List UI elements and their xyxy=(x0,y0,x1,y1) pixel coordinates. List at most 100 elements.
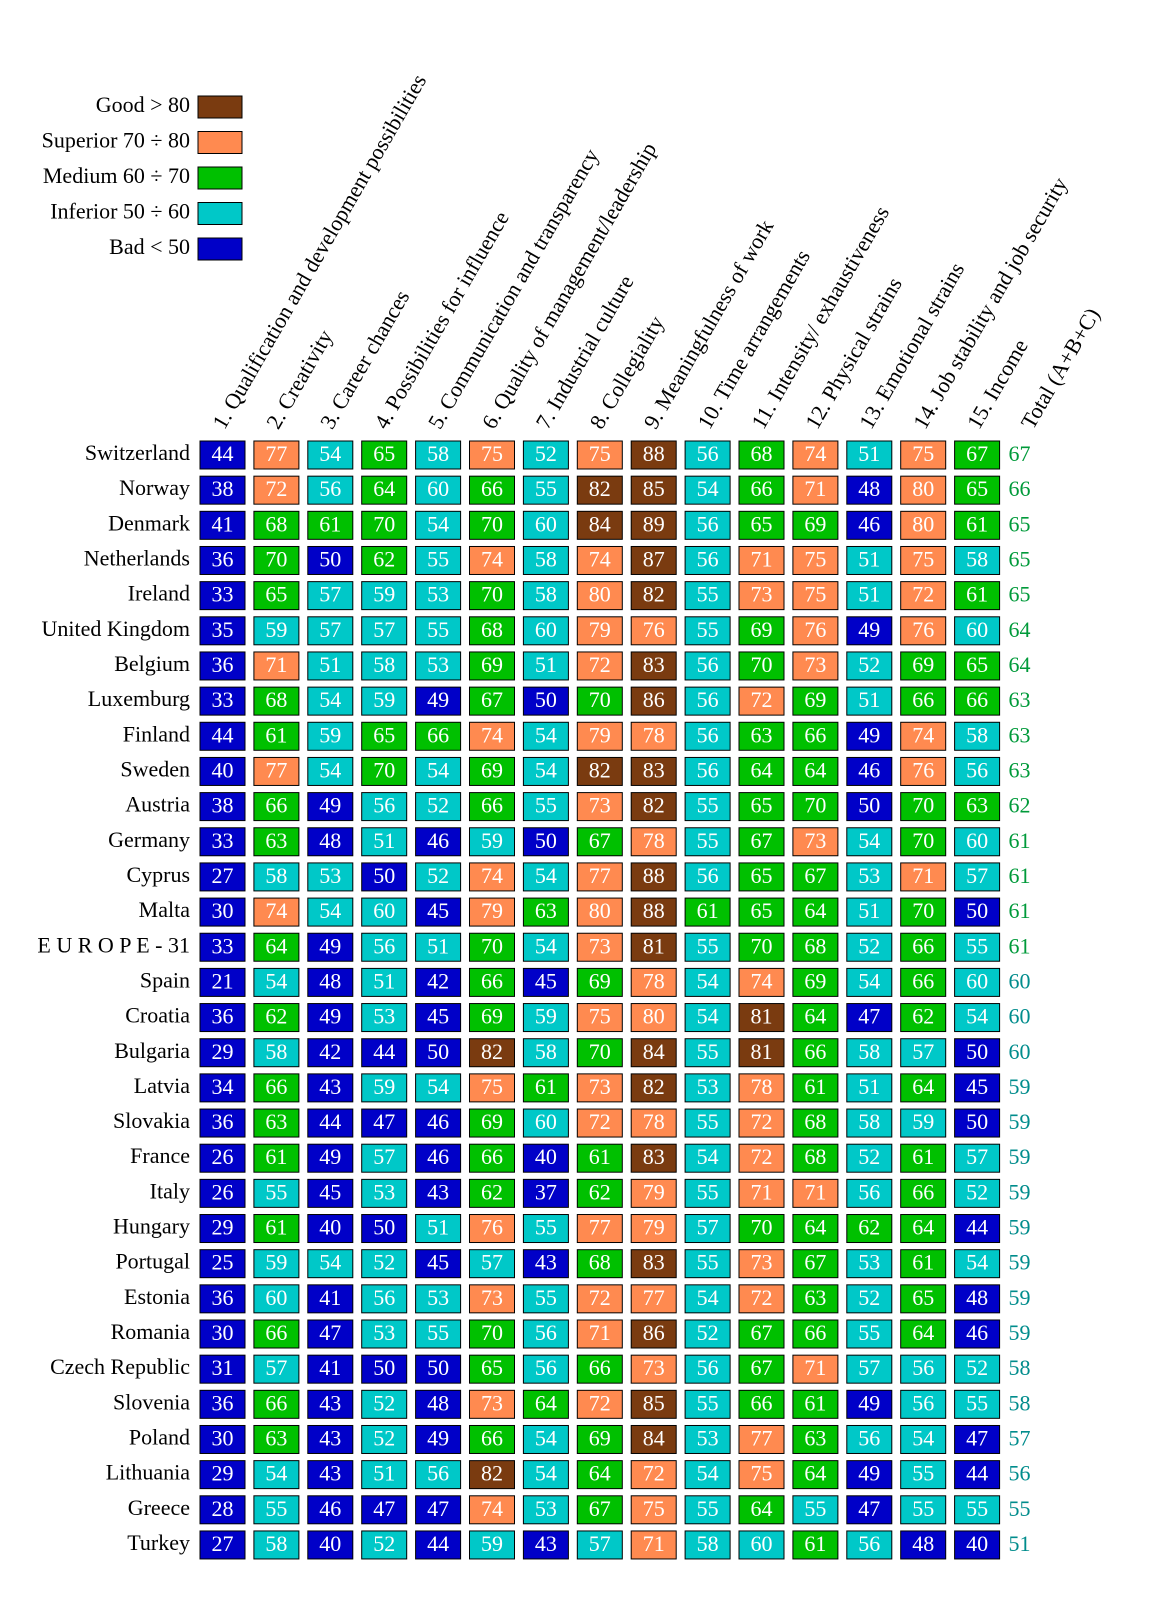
cell-value: 69 xyxy=(481,1004,503,1029)
cell xyxy=(307,1319,354,1349)
cell xyxy=(954,686,1001,716)
cell-value: 60 xyxy=(966,828,988,853)
column-header: Total (A+B+C) xyxy=(1016,304,1105,433)
cell-value: 56 xyxy=(697,757,719,782)
cell xyxy=(307,792,354,822)
cell-value: 33 xyxy=(212,933,234,958)
cell xyxy=(738,1178,785,1208)
cell-value: 45 xyxy=(427,1250,449,1275)
cell-value: 62 xyxy=(265,1004,287,1029)
cell-value: 77 xyxy=(589,863,611,888)
cell xyxy=(253,545,300,575)
cell xyxy=(900,1143,947,1173)
cell-value: 61 xyxy=(966,511,988,536)
cell xyxy=(522,1073,569,1103)
cell-value: 71 xyxy=(804,1179,826,1204)
cell-value: 82 xyxy=(589,476,611,501)
cell-value: 47 xyxy=(427,1496,449,1521)
cell-value: 57 xyxy=(265,1355,287,1380)
cell-value: 57 xyxy=(966,863,988,888)
cell xyxy=(307,1284,354,1314)
cell xyxy=(415,1214,462,1244)
cell-value: 54 xyxy=(535,863,557,888)
cell-value: 55 xyxy=(535,1215,557,1240)
cell xyxy=(630,616,677,646)
cell-value: 66 xyxy=(751,476,773,501)
cell xyxy=(684,1460,731,1490)
total-value: 64 xyxy=(1009,652,1031,677)
cell-value: 66 xyxy=(427,722,449,747)
cell-value: 69 xyxy=(804,687,826,712)
cell xyxy=(792,756,839,786)
cell xyxy=(253,721,300,751)
cell-value: 54 xyxy=(319,687,341,712)
cell xyxy=(199,1460,246,1490)
cell xyxy=(846,686,893,716)
cell-value: 26 xyxy=(212,1144,234,1169)
cell-value: 63 xyxy=(265,828,287,853)
total-value: 59 xyxy=(1009,1074,1031,1099)
cell xyxy=(361,1003,408,1033)
total-value: 62 xyxy=(1009,793,1031,818)
cell xyxy=(954,1424,1001,1454)
cell-value: 50 xyxy=(373,863,395,888)
cell xyxy=(307,1389,354,1419)
total-value: 65 xyxy=(1009,547,1031,572)
cell-value: 88 xyxy=(643,441,665,466)
cell xyxy=(522,932,569,962)
cell xyxy=(469,1038,515,1068)
row-label: Poland xyxy=(129,1425,190,1450)
cell-value: 87 xyxy=(643,547,665,572)
cell xyxy=(846,827,893,857)
cell xyxy=(684,581,731,611)
cell-value: 44 xyxy=(373,1039,395,1064)
cell-value: 41 xyxy=(319,1355,341,1380)
cell xyxy=(684,475,731,505)
cell-value: 69 xyxy=(589,1426,611,1451)
cell-value: 36 xyxy=(212,1285,234,1310)
cell xyxy=(469,616,515,646)
row-label: Hungary xyxy=(113,1214,190,1239)
total-value: 60 xyxy=(1009,968,1031,993)
cell-value: 73 xyxy=(804,652,826,677)
cell xyxy=(954,440,1001,470)
cell xyxy=(576,1003,623,1033)
cell xyxy=(469,1495,515,1525)
cell xyxy=(522,475,569,505)
cell-value: 82 xyxy=(481,1461,503,1486)
cell xyxy=(199,721,246,751)
cell xyxy=(307,1530,354,1560)
cell xyxy=(253,756,300,786)
legend-label: Medium 60 ÷ 70 xyxy=(43,163,190,188)
cell xyxy=(900,510,947,540)
cell-value: 56 xyxy=(697,687,719,712)
cell-value: 46 xyxy=(427,828,449,853)
cell xyxy=(415,1495,462,1525)
cell xyxy=(954,1389,1001,1419)
cell xyxy=(792,475,839,505)
cell-value: 67 xyxy=(751,1320,773,1345)
cell-value: 58 xyxy=(858,1109,880,1134)
cell-value: 54 xyxy=(319,898,341,923)
cell xyxy=(900,1319,947,1349)
cell xyxy=(199,1249,246,1279)
cell xyxy=(954,1284,1001,1314)
cell xyxy=(900,581,947,611)
cell xyxy=(954,1038,1001,1068)
cell xyxy=(415,1530,462,1560)
cell xyxy=(522,1108,569,1138)
total-value: 64 xyxy=(1009,617,1031,642)
cell-value: 78 xyxy=(751,1074,773,1099)
cell xyxy=(954,1073,1001,1103)
cell xyxy=(415,686,462,716)
cell xyxy=(738,1108,785,1138)
cell xyxy=(900,1389,947,1419)
cell xyxy=(307,897,354,927)
cell-value: 73 xyxy=(589,933,611,958)
cell-value: 67 xyxy=(751,828,773,853)
cell xyxy=(792,1249,839,1279)
legend-swatch xyxy=(197,95,243,119)
row-label: Spain xyxy=(140,967,190,992)
cell xyxy=(792,545,839,575)
cell xyxy=(361,1389,408,1419)
